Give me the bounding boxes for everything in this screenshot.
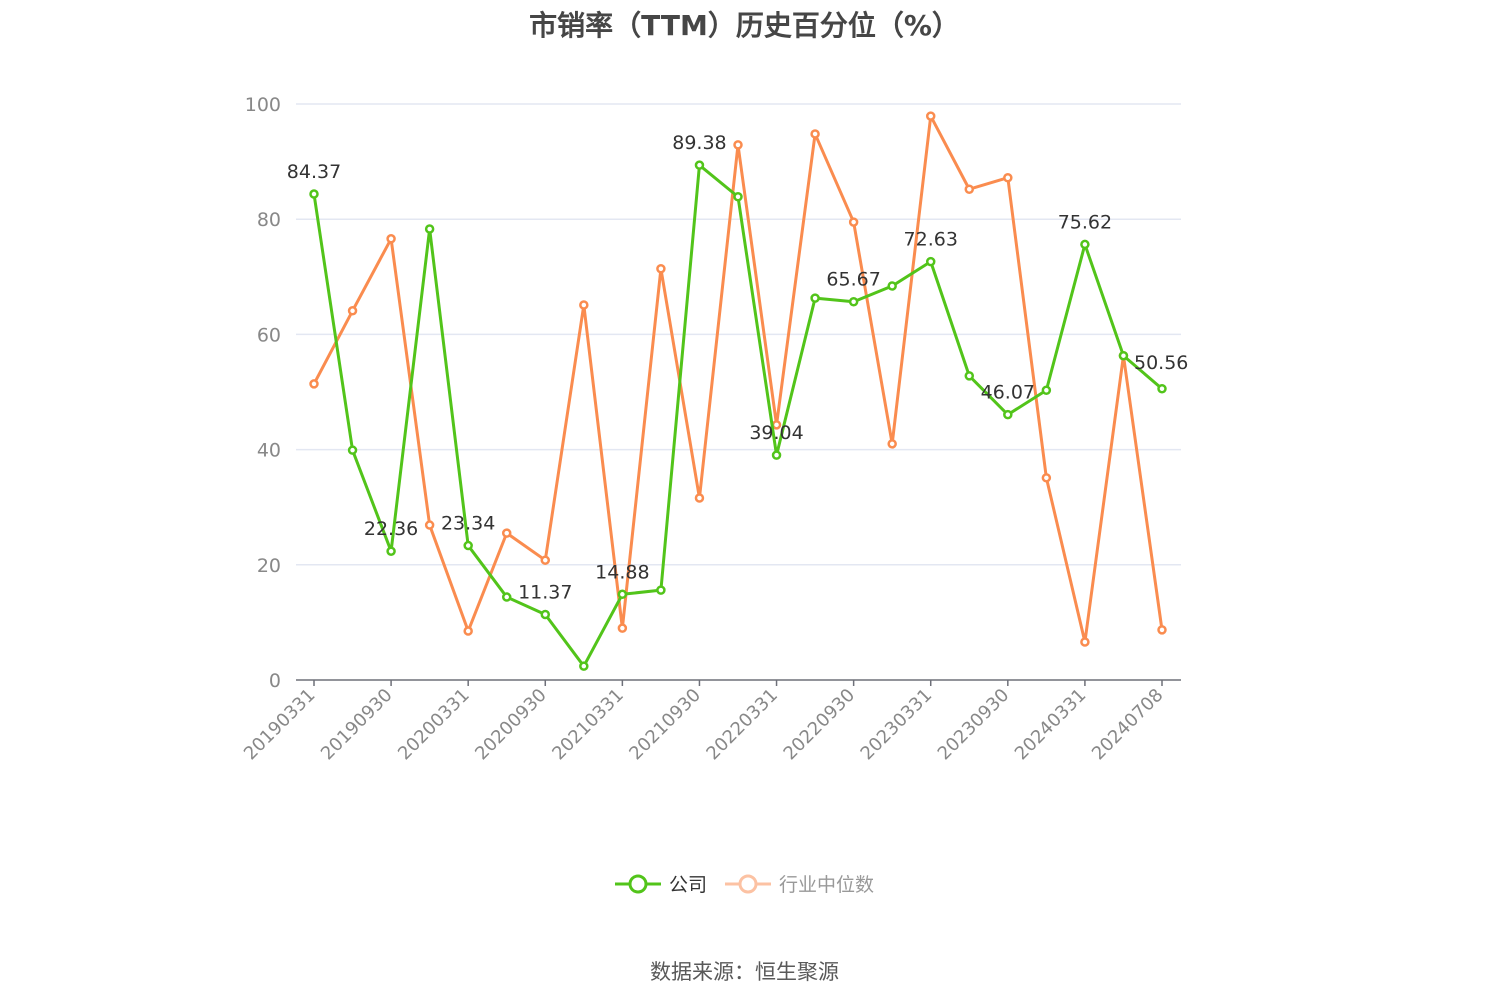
company-point[interactable] [656,585,666,595]
company-point[interactable] [1157,384,1167,394]
data-label: 89.38 [672,132,726,154]
company-point[interactable] [386,546,396,556]
industry-point[interactable] [309,379,319,389]
x-tick-label: 20210930 [625,685,705,765]
data-label: 50.56 [1134,352,1188,374]
industry-point[interactable] [694,493,705,503]
company-point[interactable] [1080,239,1090,250]
x-tick-label: 20230930 [934,685,1014,765]
company-point[interactable] [925,256,936,267]
industry-point[interactable] [887,439,897,449]
company-point[interactable] [463,540,473,551]
industry-point[interactable] [1080,637,1090,647]
data-label: 84.37 [287,161,341,183]
x-tick-label: 20230331 [857,685,937,765]
company-point[interactable] [694,160,705,170]
company-point[interactable] [887,281,897,291]
data-label: 14.88 [595,561,649,583]
x-tick-label: 20210331 [548,685,628,765]
y-tick-label: 0 [269,670,281,692]
company-point[interactable] [347,445,358,455]
industry-point[interactable] [1003,172,1013,183]
legend-industry-icon [725,874,771,893]
legend-label-industry-median: 行业中位数 [779,874,875,896]
legend-item-industry-median[interactable]: 行业中位数 [725,870,874,897]
industry-point[interactable] [424,520,435,530]
industry-point[interactable] [810,129,820,139]
industry-point[interactable] [501,528,512,538]
y-tick-label: 60 [257,324,281,346]
company-line [312,163,1163,668]
company-point[interactable] [848,296,859,307]
company-point[interactable] [964,371,975,381]
industry-point[interactable] [463,626,473,636]
industry-point[interactable] [848,217,859,227]
y-tick-label: 40 [257,440,281,462]
company-point[interactable] [733,191,743,202]
industry-point[interactable] [347,306,358,316]
x-tick-label: 20240708 [1088,685,1168,765]
company-point[interactable] [617,589,628,600]
industry-point[interactable] [617,623,628,633]
y-tick-label: 100 [245,94,281,116]
data-label: 11.37 [518,582,572,604]
company-point[interactable] [309,189,319,199]
x-tick-label: 20220930 [780,685,860,765]
x-tick-label: 20240331 [1011,685,1091,765]
legend-company-icon [614,874,661,893]
data-label: 65.67 [826,269,880,291]
x-tick-label: 20200331 [394,685,474,765]
data-label: 39.04 [749,422,803,444]
x-tick-label: 20190930 [317,685,397,765]
company-point[interactable] [1041,385,1052,396]
legend-item-company[interactable]: 公司 [614,870,707,897]
industry-point[interactable] [656,263,666,274]
data-source: 数据来源：恒生聚源 [650,960,839,984]
company-point[interactable] [1003,409,1013,420]
company-point[interactable] [540,609,551,620]
y-tick-label: 80 [257,209,281,231]
industry-point[interactable] [386,234,396,244]
industry-point[interactable] [925,111,936,121]
industry-point[interactable] [579,300,589,310]
company-point[interactable] [771,450,782,460]
chart-title: 市销率（TTM）历史百分位（%） [529,9,960,42]
legend-label-company: 公司 [668,874,707,896]
industry-point[interactable] [1041,473,1052,483]
data-label: 23.34 [441,513,495,535]
data-label: 75.62 [1058,211,1112,233]
x-tick-label: 20190331 [240,685,320,765]
legend: 公司 行业中位数 [0,870,1489,897]
company-point[interactable] [501,592,512,602]
industry-point[interactable] [964,184,975,194]
data-label: 72.63 [904,229,958,251]
y-tick-label: 20 [257,555,281,577]
industry-point[interactable] [733,140,743,150]
industry-point[interactable] [1157,625,1167,635]
company-point[interactable] [810,293,820,303]
company-point[interactable] [1118,350,1129,361]
company-point[interactable] [579,661,589,671]
data-label: 22.36 [364,518,418,540]
x-tick-label: 20220331 [702,685,782,765]
line-chart: 0 20 40 60 80 100 2019033120190930202003312020… [240,94,1189,765]
data-label: 46.07 [981,382,1035,404]
company-point[interactable] [424,224,435,234]
industry-point[interactable] [540,555,551,565]
x-tick-label: 20200930 [471,685,551,765]
